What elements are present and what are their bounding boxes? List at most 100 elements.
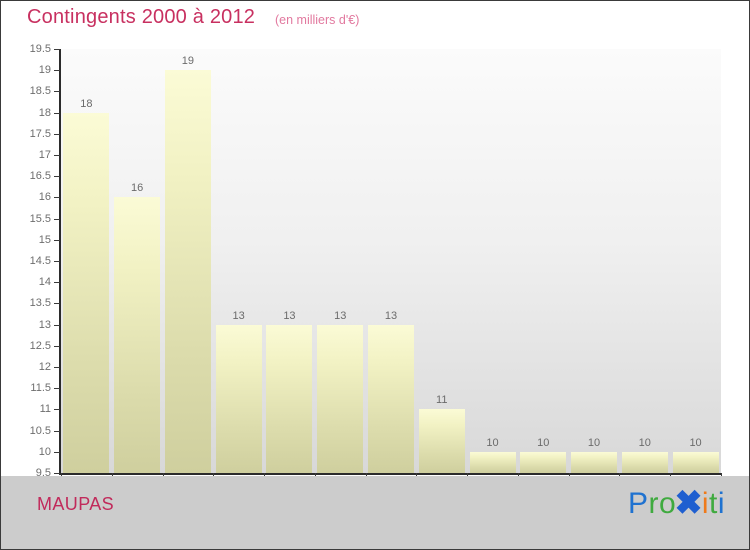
bar-slot[interactable]: 11 [416,49,467,473]
logo-letter-t: t [708,487,718,520]
x-axis-tick-mark [467,473,469,478]
bar-value-label: 16 [131,182,144,195]
y-axis-tick-label: 17 [38,149,51,161]
y-axis-tick-mark [54,49,60,50]
y-axis-tick-label: 10 [38,445,51,458]
chart-plot-region: 19.5 19 18.5 18 17.5 17 16.5 16 15.5 15 14.5 14 13.5… [1,37,749,490]
logo-letter-i1: i [701,487,709,520]
y-axis-tick-mark [54,409,60,410]
chart-header: Contingents 2000 à 2012 (en milliers d'€… [1,1,749,37]
bar-slot[interactable]: 19 [163,49,214,473]
bar-rect[interactable] [367,324,414,473]
bar-slot[interactable]: 13 [264,49,315,473]
y-axis-tick-label: 14 [38,276,51,289]
bar-rect[interactable] [469,451,516,473]
bar-slot[interactable]: 10 [619,49,670,473]
logo-letter-p: P [627,487,649,520]
commune-name-label: MAUPAS [37,494,115,514]
y-axis-tick-label: 12.5 [29,339,51,352]
y-axis-tick-label: 19.5 [29,43,51,55]
x-axis-line [59,473,722,475]
bar-value-label: 10 [689,436,702,449]
bar-value-label: 10 [486,436,499,449]
y-axis-tick-mark [54,219,60,220]
x-axis-tick-mark [670,473,672,478]
y-axis-tick-mark [54,452,60,453]
bar-value-label: 10 [587,436,601,449]
y-axis-tick-mark [54,367,60,368]
plot-background: 18 16 19 13 13 13 13 11 10 10 10 10 10 [61,49,721,473]
chart-footer: MAUPAS Pro✖iti [1,476,749,549]
bar-rect[interactable] [317,324,364,473]
y-axis-tick-mark [54,303,60,304]
y-axis-labels: 19.5 19 18.5 18 17.5 17 16.5 16 15.5 15 14.5 14 13.5… [1,37,59,479]
bar-slot[interactable]: 10 [518,49,569,473]
y-axis-tick-mark [54,282,60,283]
logo-letter-ro: ro [648,487,677,520]
y-axis-tick-label: 18 [38,106,51,119]
bar-slot[interactable]: 16 [112,49,163,473]
y-axis-tick-label: 16.5 [29,170,51,183]
bar-value-label: 10 [537,436,550,449]
x-axis-tick-mark [568,473,570,478]
bar-slot[interactable]: 10 [467,49,518,473]
y-axis-tick-mark [54,197,60,198]
y-axis-tick-label: 11.5 [30,382,51,395]
logo-letter-x: ✖ [674,485,704,522]
y-axis-tick-mark [54,176,60,177]
y-axis-line [59,49,61,473]
bar-value-label: 19 [181,55,195,68]
y-axis-tick-mark [54,134,60,135]
y-axis-tick-mark [54,70,60,71]
bar-rect[interactable] [520,451,567,473]
bar-rect[interactable] [164,70,211,473]
bar-value-label: 18 [80,97,93,110]
x-axis-tick-mark [162,473,164,478]
y-axis-tick-label: 17.5 [29,127,51,140]
y-axis-tick-mark [54,325,60,326]
x-axis-tick-mark [517,473,519,478]
bar-slot[interactable]: 18 [61,49,112,473]
x-axis-tick-mark [264,473,266,478]
x-axis-tick-mark [314,473,316,478]
x-axis-tick-mark [365,473,367,478]
bar-slot[interactable]: 13 [366,49,417,473]
bar-value-label: 13 [232,309,245,322]
y-axis-tick-label: 18.5 [29,85,51,98]
bar-rect[interactable] [215,324,262,473]
logo-letter-i2: i [717,487,725,520]
bar-rect[interactable] [418,409,465,473]
bar-rect[interactable] [621,451,668,473]
chart-subtitle: (en milliers d'€) [275,13,360,27]
y-axis-tick-label: 10.5 [29,424,51,437]
bar-slot[interactable]: 10 [569,49,620,473]
bar-value-label: 10 [638,436,651,449]
y-axis-tick-label: 12 [38,361,51,373]
bar-rect[interactable] [114,197,161,473]
y-axis-tick-label: 16 [38,191,51,204]
y-axis-tick-mark [54,261,60,262]
y-axis-tick-label: 15 [38,233,51,246]
y-axis-tick-label: 13 [38,318,51,331]
bar-slot[interactable]: 13 [213,49,264,473]
bar-value-label: 13 [334,309,347,322]
bar-slot[interactable]: 10 [670,49,721,473]
y-axis-tick-mark [54,113,60,114]
y-axis-tick-mark [54,240,60,241]
y-axis-tick-mark [54,473,60,474]
bar-rect[interactable] [63,112,110,473]
bar-rect[interactable] [571,451,618,473]
bar-rect[interactable] [672,451,719,473]
proxiti-logo[interactable]: Pro✖iti [627,485,725,522]
x-axis-tick-mark [111,473,113,478]
bar-series: 18 16 19 13 13 13 13 11 10 10 10 10 10 [61,49,721,473]
bar-value-label: 13 [283,309,296,322]
y-axis-tick-label: 15.5 [29,212,51,225]
y-axis-tick-mark [54,431,60,432]
bar-slot[interactable]: 13 [315,49,366,473]
y-axis-tick-label: 13.5 [29,297,51,310]
bar-value-label: 11 [436,394,448,407]
bar-rect[interactable] [266,324,313,473]
x-axis-tick-mark [61,473,62,478]
